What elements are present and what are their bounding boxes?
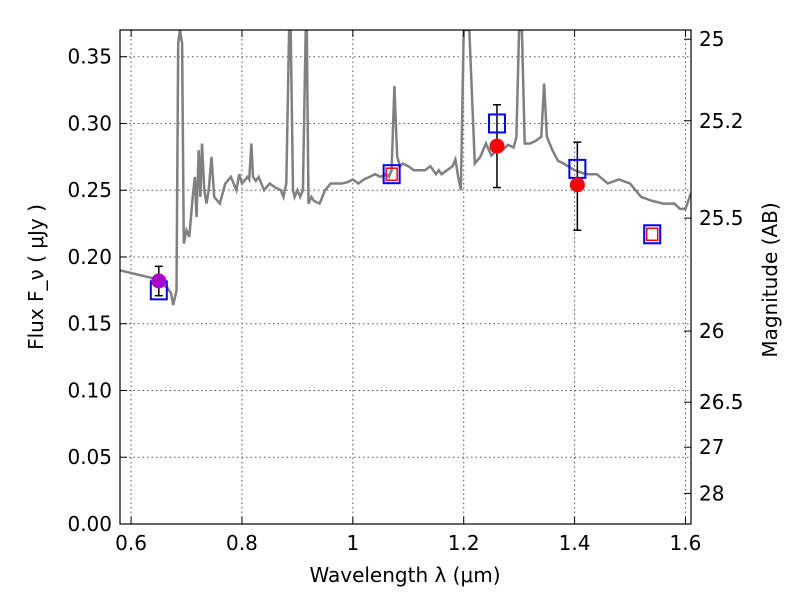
observed-point (489, 138, 505, 154)
y-tick-label: 0.25 (67, 178, 112, 202)
y-tick-label: 0.05 (67, 445, 112, 469)
observed-point (151, 273, 167, 289)
y2-tick-label: 26 (699, 319, 724, 343)
plot-frame (119, 29, 692, 525)
observed-point (569, 177, 585, 193)
plot-series (120, 30, 691, 306)
y-tick-label: 0.10 (67, 378, 112, 402)
model-photometry-box (487, 113, 506, 134)
y2-tick-label: 28 (699, 481, 724, 505)
y2-tick-label: 25.5 (699, 206, 744, 230)
model-photometry-box (643, 224, 662, 245)
y-tick-label: 0.35 (67, 45, 112, 69)
model-spectrum-line (120, 30, 691, 306)
y-axis-label: Flux F_ν ( μJy ) (24, 204, 48, 350)
x-tick-label: 1.6 (670, 531, 702, 555)
y-tick-label: 0.00 (67, 512, 112, 536)
x-tick-label: 0.6 (115, 531, 147, 555)
y-tick-label: 0.30 (67, 111, 112, 135)
y2-tick-label: 25 (699, 27, 724, 51)
x-tick-label: 0.8 (226, 531, 258, 555)
y2-tick-label: 26.5 (699, 390, 744, 414)
photometry-points (149, 104, 662, 301)
x-tick-label: 1 (346, 531, 359, 555)
y2-axis-label: Magnitude (AB) (758, 202, 782, 357)
x-tick-label: 1.4 (559, 531, 591, 555)
y2-tick-label: 27 (699, 435, 724, 459)
x-tick-label: 1.2 (448, 531, 480, 555)
observed-point (385, 167, 398, 181)
observed-point (645, 227, 659, 242)
y-tick-label: 0.20 (67, 245, 112, 269)
y2-tick-label: 25.2 (699, 109, 744, 133)
grid-lines (120, 30, 691, 524)
axis-ticks: 0.6 0.8 1 1.2 1.4 1.6 0.00 0.05 0.10 0.15 0.20 0.25… (67, 27, 743, 555)
model-photometry-box (382, 164, 401, 185)
x-axis-label: Wavelength λ (μm) (309, 563, 500, 587)
y-tick-label: 0.15 (67, 312, 112, 336)
